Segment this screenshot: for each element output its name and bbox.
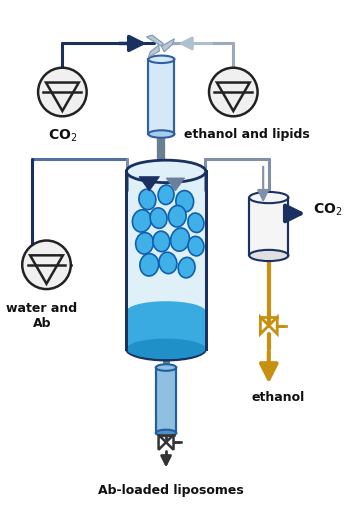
Polygon shape	[148, 45, 160, 58]
Ellipse shape	[133, 210, 151, 232]
Polygon shape	[269, 317, 277, 334]
Text: CO$_2$: CO$_2$	[48, 127, 77, 144]
Ellipse shape	[188, 236, 204, 256]
Text: ethanol and lipids: ethanol and lipids	[184, 127, 310, 140]
Bar	[148, 59, 174, 134]
Ellipse shape	[176, 191, 194, 212]
Text: water and
Ab: water and Ab	[6, 302, 78, 330]
Ellipse shape	[150, 208, 167, 228]
Polygon shape	[161, 39, 174, 52]
Polygon shape	[139, 177, 160, 191]
Text: ethanol: ethanol	[252, 391, 305, 404]
Ellipse shape	[158, 185, 174, 204]
Ellipse shape	[156, 430, 176, 436]
Bar	[126, 311, 206, 349]
Polygon shape	[146, 35, 163, 46]
Ellipse shape	[126, 301, 206, 322]
Polygon shape	[166, 435, 174, 450]
Polygon shape	[166, 178, 185, 191]
Ellipse shape	[126, 337, 206, 360]
Bar	[126, 171, 206, 349]
Ellipse shape	[171, 228, 190, 251]
Polygon shape	[158, 435, 166, 450]
Ellipse shape	[126, 160, 206, 182]
Ellipse shape	[126, 339, 206, 359]
Circle shape	[209, 68, 257, 116]
Bar	[156, 367, 176, 433]
Ellipse shape	[153, 231, 170, 252]
Ellipse shape	[249, 250, 289, 261]
Ellipse shape	[148, 130, 174, 138]
Text: CO$_2$: CO$_2$	[313, 202, 342, 218]
Ellipse shape	[139, 189, 156, 210]
Polygon shape	[261, 317, 269, 334]
Ellipse shape	[156, 364, 176, 371]
Circle shape	[38, 68, 86, 116]
Ellipse shape	[136, 233, 154, 254]
Ellipse shape	[140, 254, 158, 276]
Ellipse shape	[188, 213, 204, 233]
Ellipse shape	[169, 205, 186, 227]
Text: Ab-loaded liposomes: Ab-loaded liposomes	[98, 484, 244, 497]
Circle shape	[22, 241, 71, 289]
Bar	[249, 198, 289, 256]
Ellipse shape	[178, 257, 195, 278]
Ellipse shape	[159, 252, 177, 274]
Ellipse shape	[148, 56, 174, 63]
Ellipse shape	[249, 192, 289, 203]
